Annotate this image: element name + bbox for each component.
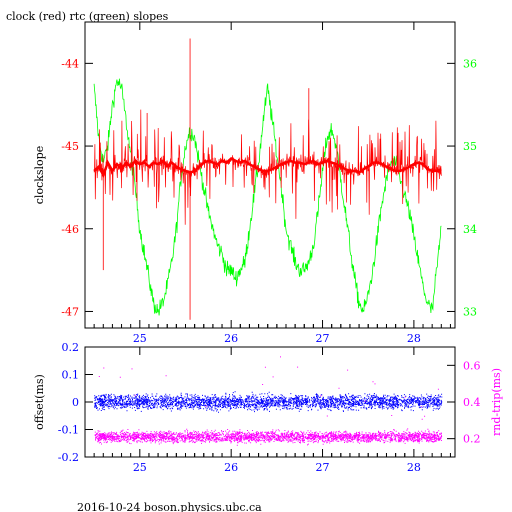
y-tick-label: 0.2	[62, 341, 80, 354]
y2-tick-label: 33	[463, 305, 477, 318]
chart-title: clock (red) rtc (green) slopes	[6, 10, 169, 23]
y-tick-label: -0.1	[58, 424, 79, 437]
rndtrip-outliers	[98, 356, 439, 420]
x-tick-label: 25	[133, 461, 147, 474]
y2-tick-label: 0.2	[463, 433, 481, 446]
y-tick-label: -45	[61, 140, 79, 153]
y2-tick-label: 35	[463, 140, 477, 153]
y-tick-label: -0.2	[58, 451, 79, 464]
slope-y-axis-label: clockslope	[33, 146, 46, 204]
x-tick-label: 28	[407, 461, 421, 474]
slope-data-layer	[93, 38, 442, 320]
offset-data-layer	[94, 356, 443, 446]
clock-slope-mean	[93, 156, 442, 179]
y2-tick-label: 36	[463, 57, 477, 70]
x-tick-label: 26	[224, 332, 238, 345]
y2-tick-label: 0.4	[463, 396, 481, 409]
offset-points	[94, 391, 443, 413]
x-tick-label: 26	[224, 461, 238, 474]
y2-tick-label: 34	[463, 223, 477, 236]
offset-y-axis-label: offset(ms)	[33, 374, 46, 430]
y-tick-label: 0	[72, 396, 79, 409]
x-tick-label: 27	[316, 332, 330, 345]
slope-plot-frame	[84, 21, 456, 329]
x-tick-label: 27	[316, 461, 330, 474]
slope-plot-panel: 25 26 27 28 -44 -45 -46 -47 36 35 34 33 clockslope	[33, 21, 477, 345]
x-tick-label: 25	[133, 332, 147, 345]
x-tick-label: 28	[407, 332, 421, 345]
y-tick-label: -46	[61, 223, 79, 236]
y2-tick-label: 0.6	[463, 359, 481, 372]
offset-axis-ticks: 25 26 27 28 0.2 0.1 0 -0.1 -0.2 0.6 0.4 0.2	[58, 341, 481, 474]
y-tick-label: -44	[61, 57, 79, 70]
rndtrip-points	[94, 428, 443, 446]
rndtrip-y-axis-label: rnd-trip(ms)	[490, 368, 503, 436]
footer-text: 2016-10-24 boson.physics.ubc.ca	[77, 501, 262, 512]
y-tick-label: -47	[61, 305, 79, 318]
y-tick-label: 0.1	[62, 369, 80, 382]
offset-plot-panel: 25 26 27 28 0.2 0.1 0 -0.1 -0.2 0.6 0.4 0.2 offset(…	[33, 341, 503, 474]
slope-axis-ticks: 25 26 27 28 -44 -45 -46 -47 36 35 34 33	[61, 22, 477, 345]
rtc-slope-line	[93, 78, 442, 316]
